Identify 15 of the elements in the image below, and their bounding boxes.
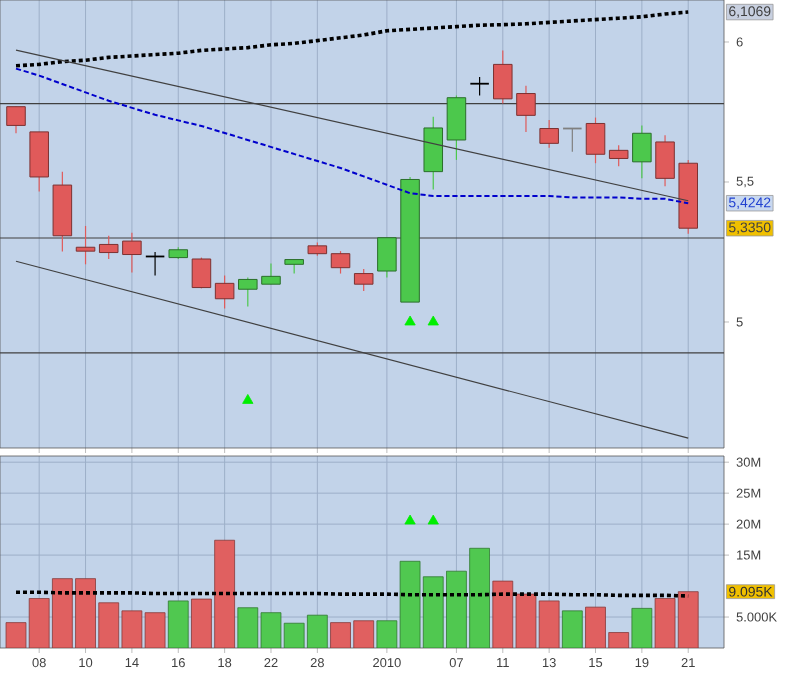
candlestick bbox=[608, 144, 629, 167]
candlestick bbox=[6, 105, 26, 134]
candlestick bbox=[353, 268, 374, 292]
candlestick bbox=[539, 119, 559, 149]
candlestick bbox=[29, 131, 49, 193]
candlestick bbox=[585, 116, 606, 164]
candlestick bbox=[469, 76, 490, 97]
candlestick bbox=[562, 127, 583, 153]
candlestick bbox=[632, 124, 652, 179]
candlestick bbox=[144, 251, 166, 277]
candlestick bbox=[423, 116, 444, 191]
candlestick bbox=[75, 225, 96, 265]
candlestick bbox=[214, 274, 235, 310]
candlestick bbox=[330, 250, 351, 275]
candlestick bbox=[446, 94, 467, 161]
